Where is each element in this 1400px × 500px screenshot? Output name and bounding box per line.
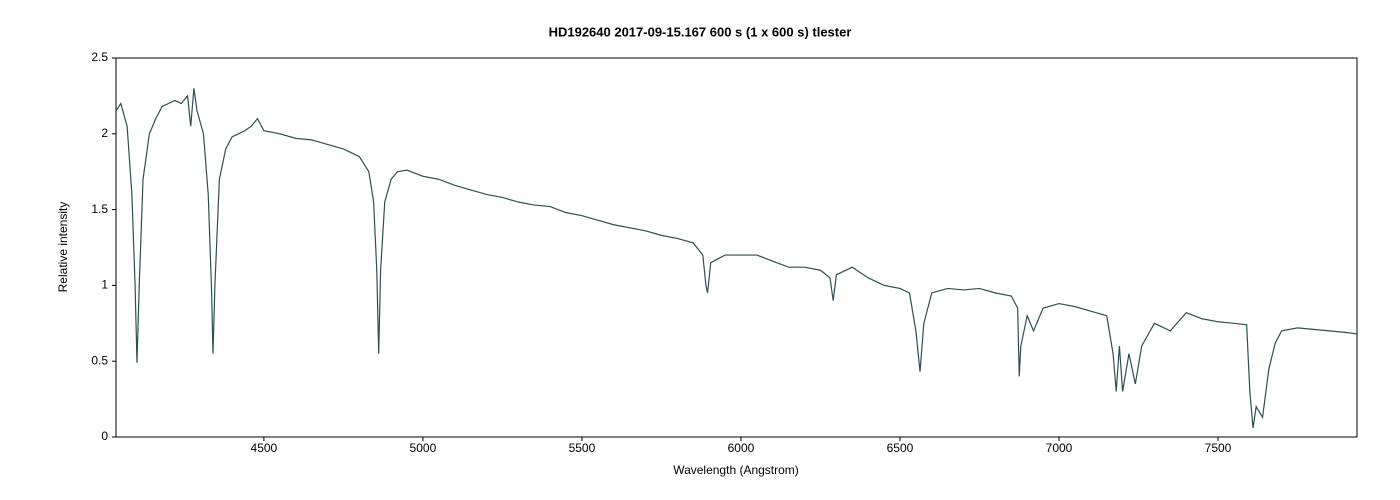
- y-tick-label: 1: [101, 278, 108, 292]
- x-tick-label: 4500: [251, 441, 278, 455]
- x-tick-label: 5000: [410, 441, 437, 455]
- x-tick-label: 7500: [1205, 441, 1232, 455]
- x-tick-label: 5500: [569, 441, 596, 455]
- y-tick-label: 2.5: [91, 50, 108, 64]
- y-tick-label: 2: [101, 126, 108, 140]
- y-tick-label: 0: [101, 429, 108, 443]
- y-tick-label: 1.5: [91, 202, 108, 216]
- x-tick-label: 7000: [1046, 441, 1073, 455]
- chart-title: HD192640 2017-09-15.167 600 s (1 x 600 s…: [549, 24, 852, 39]
- x-axis-label: Wavelength (Angstrom): [673, 463, 799, 477]
- spectrum-line: [115, 88, 1358, 428]
- y-tick-label: 0.5: [91, 353, 108, 367]
- y-axis-label: Relative intensity: [56, 202, 70, 293]
- x-tick-label: 6000: [728, 441, 755, 455]
- x-tick-label: 6500: [887, 441, 914, 455]
- plot-frame: [115, 57, 1358, 438]
